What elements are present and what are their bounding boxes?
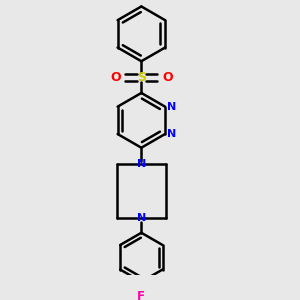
Text: N: N: [167, 129, 176, 139]
Text: O: O: [162, 70, 172, 84]
Text: O: O: [110, 70, 121, 84]
Text: S: S: [137, 70, 146, 84]
Text: N: N: [167, 102, 176, 112]
Text: N: N: [137, 213, 146, 224]
Text: F: F: [137, 290, 146, 300]
Text: N: N: [137, 159, 146, 169]
